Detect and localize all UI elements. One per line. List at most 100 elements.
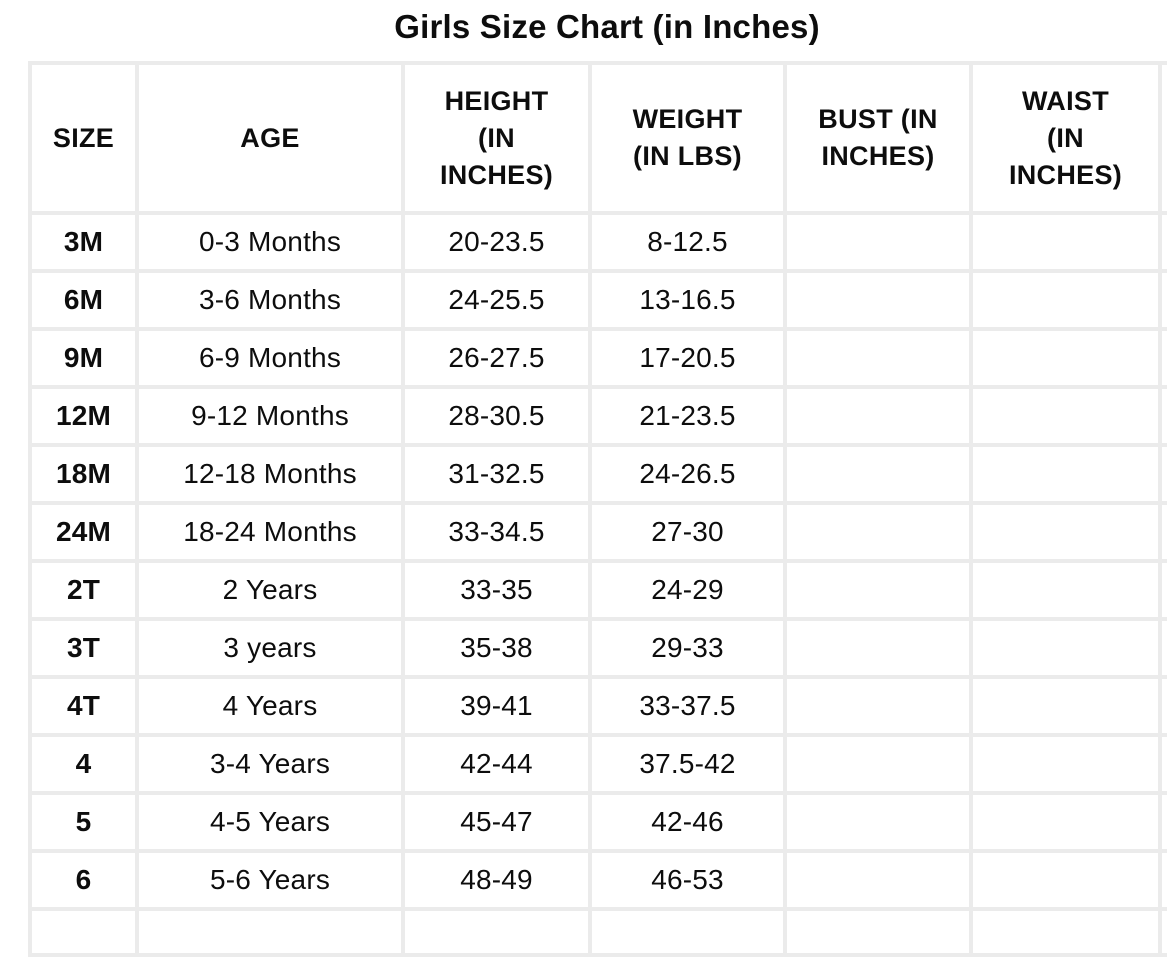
cell-height: 33-34.5 xyxy=(401,501,592,563)
cell-waist xyxy=(969,327,1162,389)
cell-size: 24M xyxy=(28,501,139,563)
cell-age: 5-6 Years xyxy=(135,849,405,911)
cell-weight: 13-16.5 xyxy=(588,269,787,331)
header-row: SIZE AGE HEIGHT (IN INCHES) WEIGHT (IN L… xyxy=(28,61,1167,215)
table-footer-partial-row xyxy=(28,907,1167,957)
cell-cutoff xyxy=(1158,617,1167,679)
cell-bust xyxy=(783,385,973,447)
column-header-waist: WAIST (IN INCHES) xyxy=(969,61,1162,215)
cell-weight: 27-30 xyxy=(588,501,787,563)
cell-cutoff xyxy=(1158,327,1167,389)
cell-size: 6M xyxy=(28,269,139,331)
cell-height: 20-23.5 xyxy=(401,211,592,273)
cell-bust xyxy=(783,849,973,911)
cell-size: 9M xyxy=(28,327,139,389)
cell-weight: 29-33 xyxy=(588,617,787,679)
cell-cutoff xyxy=(1158,907,1167,957)
cell-bust xyxy=(783,907,973,957)
table-row: 2T 2 Years 33-35 24-29 xyxy=(28,559,1167,621)
cell-cutoff xyxy=(1158,211,1167,273)
cell-waist xyxy=(969,791,1162,853)
cell-waist xyxy=(969,269,1162,331)
table-row: 9M 6-9 Months 26-27.5 17-20.5 xyxy=(28,327,1167,389)
cell-weight: 24-26.5 xyxy=(588,443,787,505)
cell-age: 6-9 Months xyxy=(135,327,405,389)
cell-height: 42-44 xyxy=(401,733,592,795)
cell-waist xyxy=(969,385,1162,447)
cell-height: 35-38 xyxy=(401,617,592,679)
cell-size: 5 xyxy=(28,791,139,853)
cell-cutoff xyxy=(1158,443,1167,505)
cell-bust xyxy=(783,617,973,679)
cell-height xyxy=(401,907,592,957)
table-row: 12M 9-12 Months 28-30.5 21-23.5 xyxy=(28,385,1167,447)
cell-size: 6 xyxy=(28,849,139,911)
cell-bust xyxy=(783,269,973,331)
cell-height: 45-47 xyxy=(401,791,592,853)
cell-waist xyxy=(969,675,1162,737)
cell-height: 28-30.5 xyxy=(401,385,592,447)
cell-bust xyxy=(783,443,973,505)
cell-age: 18-24 Months xyxy=(135,501,405,563)
table-row: 6M 3-6 Months 24-25.5 13-16.5 xyxy=(28,269,1167,331)
cell-size: 18M xyxy=(28,443,139,505)
cell-weight: 46-53 xyxy=(588,849,787,911)
page-title: Girls Size Chart (in Inches) xyxy=(394,8,820,45)
cell-cutoff xyxy=(1158,849,1167,911)
table-body: 3M 0-3 Months 20-23.5 8-12.5 6M 3-6 Months 24-… xyxy=(28,211,1167,911)
cell-weight: 21-23.5 xyxy=(588,385,787,447)
cell-bust xyxy=(783,211,973,273)
cell-waist xyxy=(969,733,1162,795)
cell-weight: 42-46 xyxy=(588,791,787,853)
cell-size: 2T xyxy=(28,559,139,621)
cell-size xyxy=(28,907,139,957)
table-row: 3M 0-3 Months 20-23.5 8-12.5 xyxy=(28,211,1167,273)
cell-size: 12M xyxy=(28,385,139,447)
column-header-cutoff xyxy=(1158,61,1167,215)
cell-age: 12-18 Months xyxy=(135,443,405,505)
cell-size: 4T xyxy=(28,675,139,737)
cell-waist xyxy=(969,443,1162,505)
cell-age: 4-5 Years xyxy=(135,791,405,853)
cell-bust xyxy=(783,791,973,853)
table-row: 5 4-5 Years 45-47 42-46 xyxy=(28,791,1167,853)
table-row: 3T 3 years 35-38 29-33 xyxy=(28,617,1167,679)
cell-waist xyxy=(969,501,1162,563)
cell-bust xyxy=(783,501,973,563)
cell-age xyxy=(135,907,405,957)
cell-waist xyxy=(969,211,1162,273)
column-header-weight: WEIGHT (IN LBS) xyxy=(588,61,787,215)
cell-bust xyxy=(783,733,973,795)
cell-waist xyxy=(969,559,1162,621)
table-header: SIZE AGE HEIGHT (IN INCHES) WEIGHT (IN L… xyxy=(28,61,1167,215)
table-row: 4T 4 Years 39-41 33-37.5 xyxy=(28,675,1167,737)
cell-age: 3-4 Years xyxy=(135,733,405,795)
cell-age: 3-6 Months xyxy=(135,269,405,331)
cell-cutoff xyxy=(1158,733,1167,795)
cell-weight: 33-37.5 xyxy=(588,675,787,737)
cell-age: 9-12 Months xyxy=(135,385,405,447)
column-header-bust: BUST (IN INCHES) xyxy=(783,61,973,215)
cell-age: 3 years xyxy=(135,617,405,679)
cell-age: 2 Years xyxy=(135,559,405,621)
cell-weight: 8-12.5 xyxy=(588,211,787,273)
size-chart-table: SIZE AGE HEIGHT (IN INCHES) WEIGHT (IN L… xyxy=(28,61,1167,957)
cell-height: 26-27.5 xyxy=(401,327,592,389)
cell-height: 39-41 xyxy=(401,675,592,737)
column-header-size: SIZE xyxy=(28,61,139,215)
cell-weight xyxy=(588,907,787,957)
cell-waist xyxy=(969,849,1162,911)
cell-bust xyxy=(783,559,973,621)
cell-size: 4 xyxy=(28,733,139,795)
cell-size: 3M xyxy=(28,211,139,273)
cell-size: 3T xyxy=(28,617,139,679)
cell-height: 24-25.5 xyxy=(401,269,592,331)
cell-cutoff xyxy=(1158,269,1167,331)
cell-cutoff xyxy=(1158,559,1167,621)
cell-bust xyxy=(783,327,973,389)
table-row: 4 3-4 Years 42-44 37.5-42 xyxy=(28,733,1167,795)
cell-weight: 17-20.5 xyxy=(588,327,787,389)
table-row: 24M 18-24 Months 33-34.5 27-30 xyxy=(28,501,1167,563)
cell-cutoff xyxy=(1158,791,1167,853)
cell-weight: 24-29 xyxy=(588,559,787,621)
